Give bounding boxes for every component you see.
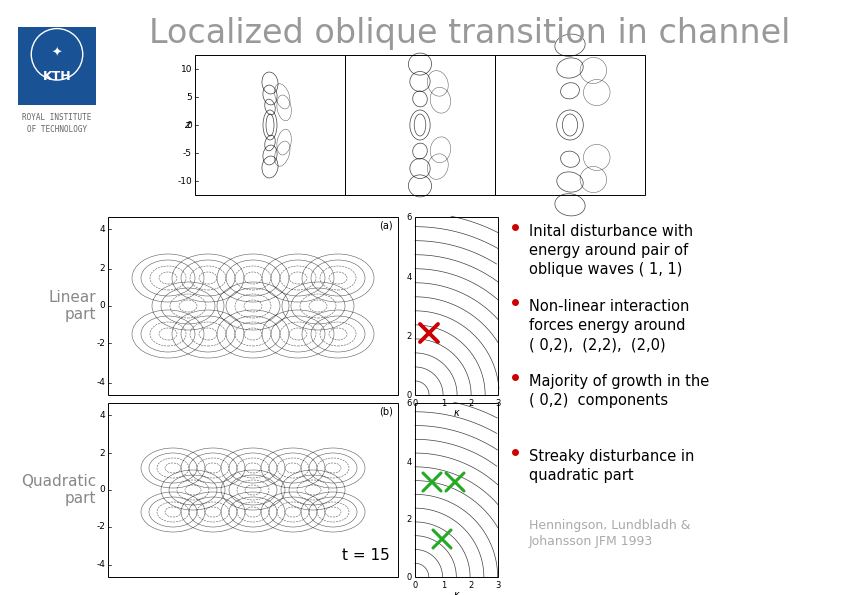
Text: 4: 4 xyxy=(99,411,105,419)
Text: 2: 2 xyxy=(468,581,473,590)
Text: 2: 2 xyxy=(407,515,412,524)
Bar xyxy=(195,55,345,195)
Text: KTH: KTH xyxy=(43,70,72,83)
Text: 6: 6 xyxy=(407,212,412,221)
Text: t = 15: t = 15 xyxy=(342,548,390,563)
Text: 0: 0 xyxy=(407,572,412,581)
Text: 10: 10 xyxy=(180,64,192,74)
Text: 4: 4 xyxy=(99,225,105,234)
Bar xyxy=(495,55,645,195)
Text: (b): (b) xyxy=(379,407,393,417)
Text: ROYAL INSTITUTE
OF TECHNOLOGY: ROYAL INSTITUTE OF TECHNOLOGY xyxy=(22,113,92,134)
Text: Streaky disturbance in
quadratic part: Streaky disturbance in quadratic part xyxy=(529,449,695,483)
Bar xyxy=(415,217,498,395)
Text: 0: 0 xyxy=(407,390,412,399)
Text: 1: 1 xyxy=(441,581,446,590)
Text: -5: -5 xyxy=(183,149,192,158)
Text: z: z xyxy=(184,120,190,130)
Text: Localized oblique transition in channel: Localized oblique transition in channel xyxy=(149,17,791,50)
Text: 2: 2 xyxy=(99,264,105,273)
Text: 4: 4 xyxy=(407,458,412,466)
Text: 2: 2 xyxy=(407,332,412,341)
Text: -2: -2 xyxy=(96,339,105,348)
Text: 3: 3 xyxy=(495,399,501,408)
Text: 2: 2 xyxy=(99,449,105,458)
Text: 0: 0 xyxy=(186,121,192,130)
Text: -4: -4 xyxy=(96,378,105,387)
Bar xyxy=(345,55,495,195)
Text: 0: 0 xyxy=(413,581,418,590)
Text: κ: κ xyxy=(454,590,460,595)
Text: 2: 2 xyxy=(468,399,473,408)
Bar xyxy=(415,403,498,577)
Text: -4: -4 xyxy=(96,560,105,569)
Bar xyxy=(108,217,398,395)
Text: ✦: ✦ xyxy=(51,47,62,60)
Text: 4: 4 xyxy=(407,273,412,282)
Text: 0: 0 xyxy=(99,486,105,494)
Text: 5: 5 xyxy=(186,92,192,102)
Text: Linear
part: Linear part xyxy=(48,290,96,322)
Text: Majority of growth in the
( 0,2)  components: Majority of growth in the ( 0,2) compone… xyxy=(529,374,709,408)
Text: 0: 0 xyxy=(99,302,105,311)
Text: Henningson, Lundbladh &
Johansson JFM 1993: Henningson, Lundbladh & Johansson JFM 19… xyxy=(529,519,690,549)
Text: 6: 6 xyxy=(407,399,412,408)
Text: 0: 0 xyxy=(413,399,418,408)
Text: 1: 1 xyxy=(441,399,446,408)
Text: Quadratic
part: Quadratic part xyxy=(21,474,96,506)
Text: -2: -2 xyxy=(96,522,105,531)
Bar xyxy=(108,403,398,577)
Text: -10: -10 xyxy=(178,177,192,186)
Text: (a): (a) xyxy=(380,221,393,231)
Text: Non-linear interaction
forces energy around
( 0,2),  (2,2),  (2,0): Non-linear interaction forces energy aro… xyxy=(529,299,690,352)
Text: κ: κ xyxy=(454,408,460,418)
Text: 3: 3 xyxy=(495,581,501,590)
Text: Inital disturbance with
energy around pair of
oblique waves ( 1, 1): Inital disturbance with energy around pa… xyxy=(529,224,693,277)
Bar xyxy=(18,27,96,105)
